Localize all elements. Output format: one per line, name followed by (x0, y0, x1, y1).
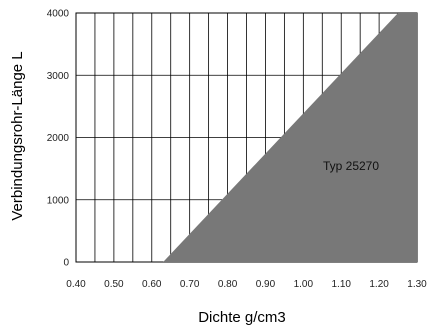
x-tick-label: 1.30 (407, 279, 427, 290)
tick-labels: 0.40 0.50 0.60 0.70 0.80 0.90 1.00 1.10 1.20 1.30… (47, 9, 427, 291)
y-tick-label: 3000 (47, 71, 70, 82)
area-layer (163, 13, 417, 262)
y-tick-label: 0 (63, 258, 69, 269)
x-tick-label: 1.20 (369, 279, 389, 290)
x-tick-label: 0.80 (218, 279, 238, 290)
x-axis-title: Dichte g/cm3 (198, 309, 286, 326)
x-tick-label: 0.40 (66, 279, 86, 290)
y-tick-label: 4000 (47, 9, 70, 20)
x-tick-label: 0.60 (142, 279, 162, 290)
y-tick-label: 1000 (47, 195, 70, 206)
x-tick-label: 0.50 (104, 279, 124, 290)
x-tick-label: 1.10 (331, 279, 351, 290)
y-axis-title: Verbindungsrohr-Länge L (9, 51, 26, 220)
x-tick-label: 0.70 (180, 279, 200, 290)
y-tick-label: 2000 (47, 133, 70, 144)
series-area (163, 13, 417, 262)
series-label: Typ 25270 (323, 159, 379, 173)
x-tick-label: 1.00 (294, 279, 314, 290)
x-tick-label: 0.90 (256, 279, 276, 290)
